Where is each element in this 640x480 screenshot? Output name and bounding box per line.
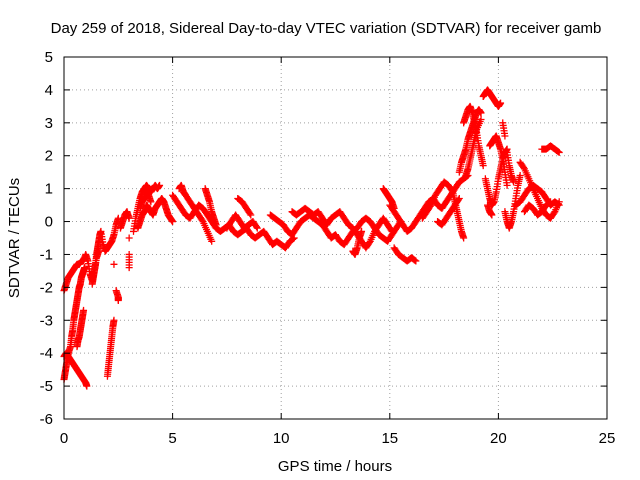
data-point-marker (503, 181, 511, 189)
data-point-marker (80, 306, 88, 314)
y-tick-label: -4 (40, 345, 53, 362)
data-point-marker (114, 214, 122, 222)
data-point-marker (554, 148, 562, 156)
y-tick-label: -5 (40, 378, 53, 395)
data-point-marker (455, 195, 463, 203)
y-tick-label: -2 (40, 279, 53, 296)
data-point-marker (252, 223, 260, 231)
data-point-marker (454, 196, 462, 204)
y-tick-label: -3 (40, 312, 53, 329)
data-point-marker (448, 187, 456, 195)
data-point-marker (125, 264, 133, 272)
y-tick-label: 2 (45, 148, 53, 165)
y-tick-label: 1 (45, 181, 53, 198)
data-point-marker (477, 109, 485, 117)
data-point-marker (253, 224, 261, 232)
data-point-marker (147, 198, 155, 206)
data-point-marker (169, 218, 177, 226)
data-point-marker (246, 210, 254, 218)
data-point-marker (510, 178, 518, 186)
data-point-marker (81, 264, 89, 272)
y-tick-label: 0 (45, 214, 53, 231)
data-point-marker (547, 198, 555, 206)
data-point-marker (411, 256, 419, 264)
y-tick-label: -1 (40, 246, 53, 263)
data-point-marker (488, 211, 496, 219)
grid-lines (64, 57, 607, 419)
data-point-marker (125, 234, 133, 242)
x-tick-label: 5 (168, 430, 176, 447)
y-tick-label: -6 (40, 411, 53, 428)
data-points (60, 86, 563, 390)
data-point-marker (358, 227, 366, 235)
data-point-marker (125, 214, 133, 222)
data-point-marker (388, 227, 396, 235)
data-point-marker (477, 116, 485, 124)
data-point-marker (460, 234, 468, 242)
data-point-marker (110, 260, 118, 268)
y-axis-label: SDTVAR / TECUs (6, 178, 23, 298)
data-point-marker (156, 181, 164, 189)
data-point-marker (212, 221, 220, 229)
x-tick-label: 25 (599, 430, 616, 447)
plot-border (63, 56, 608, 420)
chart-title: Day 259 of 2018, Sidereal Day-to-day VTE… (51, 20, 602, 37)
y-tick-label: 3 (45, 115, 53, 132)
x-tick-label: 0 (60, 430, 68, 447)
data-point-marker (208, 237, 216, 245)
x-tick-label: 15 (381, 430, 398, 447)
data-point-marker (497, 99, 505, 107)
data-point-marker (412, 257, 420, 265)
data-point-marker (83, 382, 91, 390)
x-tick-label: 10 (273, 430, 290, 447)
data-point-marker (110, 316, 118, 324)
data-point-marker (387, 226, 395, 234)
data-point-marker (114, 297, 122, 305)
data-point-marker (479, 162, 487, 170)
data-point-marker (546, 198, 554, 206)
y-tick-label: 5 (45, 49, 53, 66)
x-axis-label: GPS time / hours (278, 458, 392, 475)
axis-ticks: 0 5 10 15 20 25 -6 -5 -4 -3 -2 -1 0 1 2 3 4 5 (40, 49, 616, 447)
data-point-marker (555, 148, 563, 156)
x-tick-label: 20 (490, 430, 507, 447)
data-point-marker (555, 198, 563, 206)
y-tick-label: 4 (45, 82, 53, 99)
data-point-marker (501, 132, 509, 140)
data-point-marker (516, 171, 524, 179)
data-point-marker (247, 211, 255, 219)
